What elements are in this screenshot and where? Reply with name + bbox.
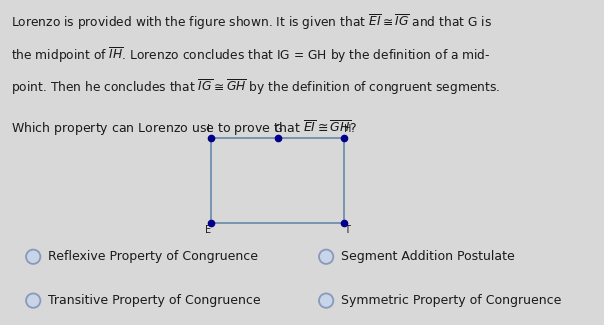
- Text: H: H: [344, 124, 351, 134]
- Text: Reflexive Property of Congruence: Reflexive Property of Congruence: [48, 250, 258, 263]
- Text: I: I: [207, 124, 210, 134]
- Ellipse shape: [26, 250, 40, 264]
- Text: Symmetric Property of Congruence: Symmetric Property of Congruence: [341, 294, 561, 307]
- Text: the midpoint of $\overline{IH}$. Lorenzo concludes that IG = GH by the definitio: the midpoint of $\overline{IH}$. Lorenzo…: [11, 46, 490, 65]
- Ellipse shape: [26, 293, 40, 308]
- Text: E: E: [205, 225, 211, 235]
- Text: T: T: [344, 225, 350, 235]
- Text: Which property can Lorenzo use to prove that $\overline{EI}\cong\overline{GH}$?: Which property can Lorenzo use to prove …: [11, 119, 356, 138]
- Ellipse shape: [319, 293, 333, 308]
- Text: Segment Addition Postulate: Segment Addition Postulate: [341, 250, 515, 263]
- Ellipse shape: [319, 250, 333, 264]
- Text: G: G: [274, 124, 281, 134]
- Text: point. Then he concludes that $\overline{IG}\cong\overline{GH}$ by the definitio: point. Then he concludes that $\overline…: [11, 78, 500, 97]
- Text: Transitive Property of Congruence: Transitive Property of Congruence: [48, 294, 260, 307]
- Text: Lorenzo is provided with the figure shown. It is given that $\overline{EI}\cong\: Lorenzo is provided with the figure show…: [11, 13, 492, 32]
